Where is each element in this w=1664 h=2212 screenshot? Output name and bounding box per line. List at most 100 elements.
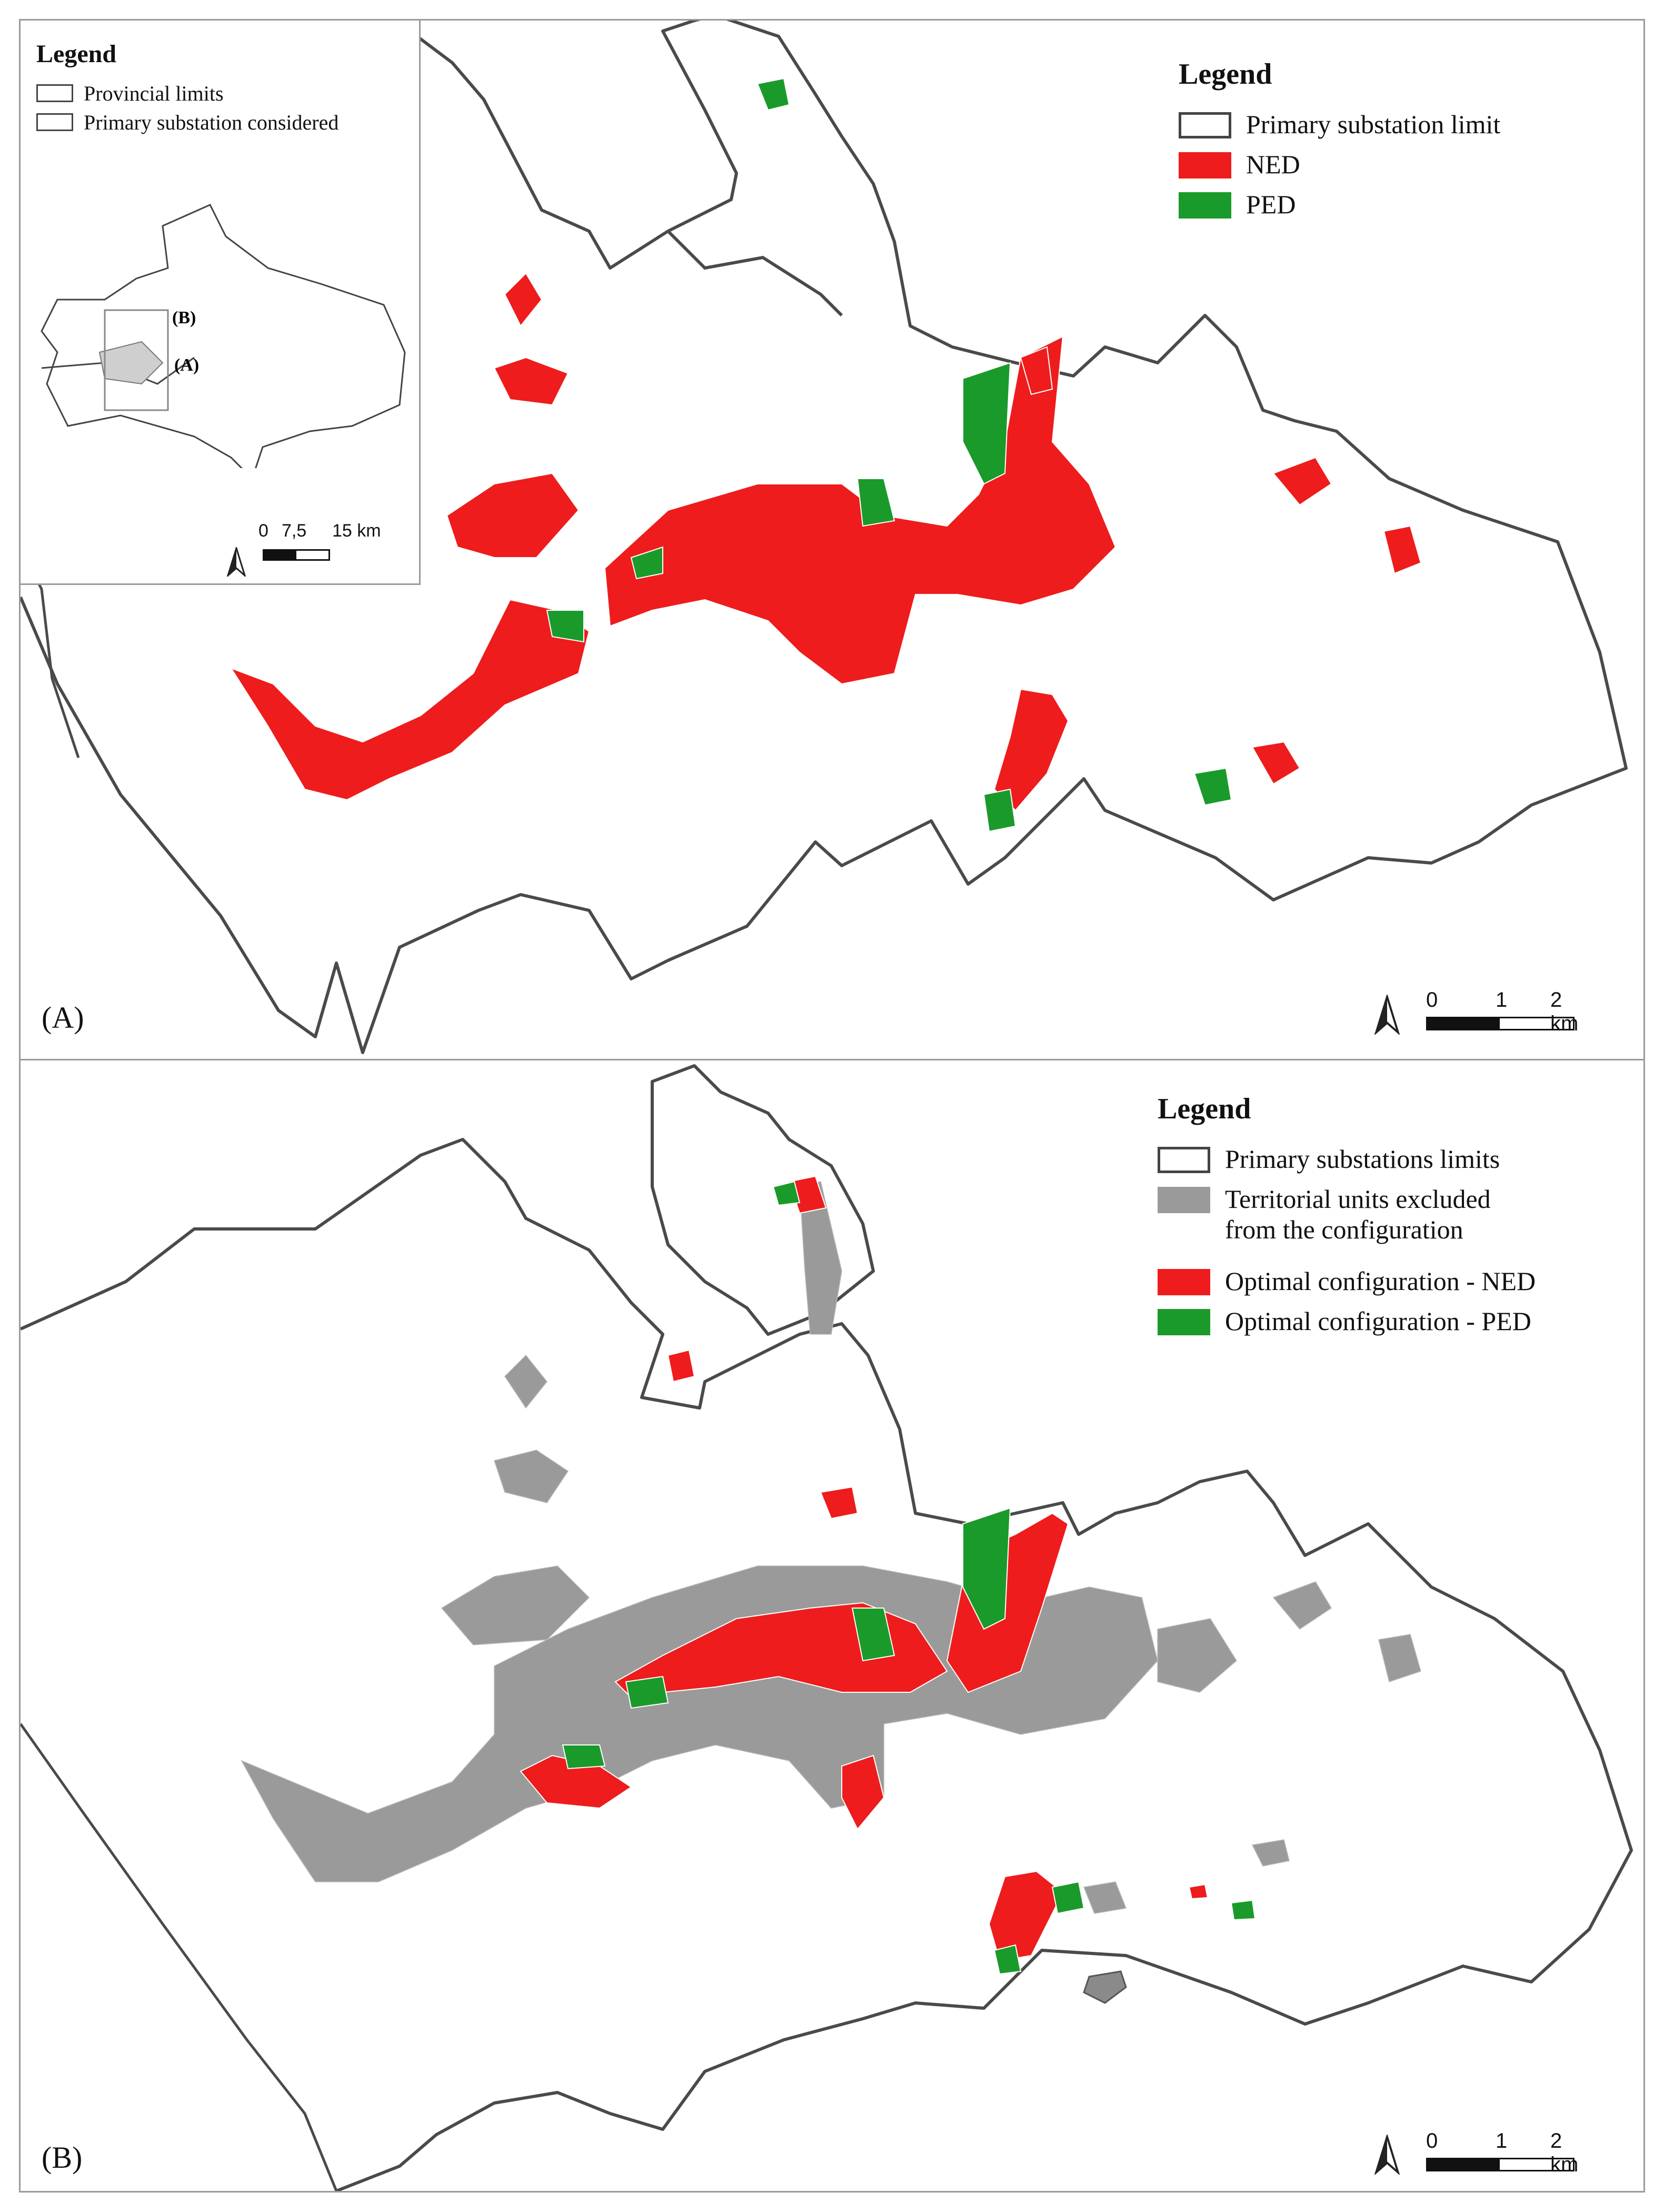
legend-b-item-excluded: Territorial units excluded from the conf… — [1158, 1184, 1536, 1245]
ned-area-northeast-spine — [1020, 346, 1053, 395]
inset-scale-bar — [263, 549, 330, 561]
excluded-area-east-cluster — [1157, 1618, 1237, 1693]
ped-area-west — [546, 610, 584, 643]
ned-optimal-central-south — [841, 1754, 885, 1830]
map-panel-b: Legend Primary substations limits Territ… — [19, 1060, 1645, 2193]
ned-optimal-south-spine — [988, 1870, 1064, 1962]
legend-b-item-ped: Optimal configuration - PED — [1158, 1306, 1536, 1336]
inset-scale-label-end: 15 km — [332, 521, 381, 541]
primary-substation-boundary — [21, 21, 1628, 1054]
ped-optimal-east-small — [1230, 1899, 1256, 1921]
legend-a-label: NED — [1246, 150, 1300, 179]
legend-a-item-substation-limit: Primary substation limit — [1179, 109, 1500, 140]
frame-label-a: (A) — [174, 355, 199, 375]
excluded-area-northwest-2 — [494, 1450, 569, 1503]
inset-scalebar: 0 7,5 15 km — [258, 521, 389, 561]
legend-a-label: Primary substation limit — [1246, 110, 1501, 139]
ped-optimal-west-1 — [625, 1675, 669, 1709]
outline-swatch — [1158, 1147, 1210, 1173]
legend-b-label: Optimal configuration - PED — [1225, 1306, 1531, 1336]
excluded-area-southeast-2 — [1251, 1839, 1290, 1867]
ned-optimal-west — [520, 1754, 632, 1809]
outline-swatch — [1179, 112, 1231, 138]
legend-a-item-ned: NED — [1179, 149, 1500, 180]
ped-optimal-northeast-spine — [962, 1507, 1011, 1630]
primary-substation-highlight-dark — [1083, 1970, 1127, 2004]
inset-province-map: (B) (A) — [41, 204, 406, 468]
scale-bar-a — [1426, 1017, 1575, 1030]
excluded-area-west-cluster — [441, 1565, 590, 1645]
ped-swatch — [1179, 192, 1231, 219]
ned-area-east-1 — [1272, 457, 1332, 506]
substation-considered-area — [98, 341, 164, 385]
ned-area-west-cluster — [446, 472, 580, 558]
scale-label-0: 0 — [1426, 988, 1438, 1011]
ned-area-south-spine — [993, 688, 1069, 811]
ped-swatch — [1158, 1309, 1210, 1335]
frame-b-rectangle — [104, 309, 169, 411]
ned-optimal-east-small — [1188, 1883, 1209, 1900]
primary-substation-internal-boundary — [666, 230, 843, 317]
excluded-area-east-1 — [1272, 1581, 1332, 1630]
primary-substation-boundary — [21, 1064, 1633, 2191]
ned-optimal-northwest-small — [667, 1349, 695, 1383]
legend-a-title: Legend — [1179, 58, 1272, 91]
legend-b-label: Primary substations limits — [1225, 1144, 1500, 1174]
scale-label-2: 2 km — [1550, 988, 1579, 1035]
inset-legend-label: Provincial limits — [84, 82, 224, 105]
frame-label-b: (B) — [172, 308, 196, 328]
north-arrow-icon-b — [1373, 2133, 1401, 2177]
provincial-limits-outline — [41, 204, 406, 468]
ned-swatch — [1158, 1269, 1210, 1295]
legend-a-item-ped: PED — [1179, 189, 1500, 220]
map-canvas-a — [21, 21, 1628, 1054]
ped-area-central-2 — [630, 546, 663, 580]
legend-a-label: PED — [1246, 190, 1296, 219]
map-panel-a: Legend Provincial limits Primary substat… — [19, 19, 1645, 1060]
excluded-area-southeast-1 — [1083, 1881, 1127, 1914]
ped-areas-b — [562, 1181, 1256, 1975]
ped-area-southeast — [1193, 767, 1232, 806]
inset-north-arrow-icon — [226, 545, 247, 579]
legend-b-item-substations-limits: Primary substations limits — [1158, 1144, 1536, 1174]
inset-legend-label: Primary substation considered — [84, 111, 339, 134]
excluded-area-northwest-1 — [504, 1354, 547, 1409]
panel-label-a: (A) — [42, 1000, 84, 1035]
ned-area-northwest-2 — [493, 356, 569, 406]
ped-optimal-south-2 — [993, 1944, 1022, 1975]
scale-label-1: 1 — [1496, 988, 1508, 1011]
panel-label-b: (B) — [42, 2140, 83, 2175]
ped-optimal-west-2 — [562, 1744, 606, 1770]
map-canvas-b — [21, 1064, 1633, 2191]
legend-b-label: Optimal configuration - NED — [1225, 1266, 1536, 1296]
inset-legend-item-provincial-limits: Provincial limits — [36, 81, 338, 106]
scalebar-b: 0 1 2 km — [1426, 2129, 1584, 2176]
primary-substation-west-boundary — [21, 1723, 338, 2191]
legend-b-item-ned: Optimal configuration - NED — [1158, 1266, 1536, 1296]
legend-b-label: Territorial units excluded from the conf… — [1225, 1184, 1491, 1244]
excluded-area-east-2 — [1378, 1634, 1421, 1682]
ned-areas-a — [230, 272, 1422, 811]
inset-locator-map: Legend Provincial limits Primary substat… — [21, 21, 421, 585]
ned-area-northwest-1 — [504, 272, 543, 327]
ped-optimal-south-1 — [1051, 1881, 1085, 1915]
ped-area-northeast-spine — [962, 362, 1011, 485]
scale-label-2: 2 km — [1550, 2129, 1579, 2176]
legend-a: Legend Primary substation limit NED PED — [1179, 57, 1500, 229]
inset-scale-label-mid: 7,5 — [282, 521, 307, 541]
inset-legend-title: Legend — [36, 40, 117, 68]
north-arrow-icon-a — [1373, 993, 1401, 1037]
ped-area-central-1 — [856, 478, 895, 527]
ped-optimal-central-1 — [851, 1608, 895, 1662]
excluded-area-north-spine — [799, 1181, 842, 1335]
legend-b: Legend Primary substations limits Territ… — [1158, 1092, 1536, 1346]
ned-area-southeast — [1251, 741, 1301, 785]
outline-swatch — [36, 84, 73, 102]
ned-optimal-mid-north — [820, 1486, 859, 1520]
outline-swatch — [36, 113, 73, 131]
scale-bar-b — [1426, 2158, 1575, 2171]
ped-area-south — [983, 788, 1017, 832]
ned-area-west-arm — [230, 599, 590, 801]
ned-swatch — [1179, 152, 1231, 178]
inset-scale-label-0: 0 — [258, 521, 268, 541]
